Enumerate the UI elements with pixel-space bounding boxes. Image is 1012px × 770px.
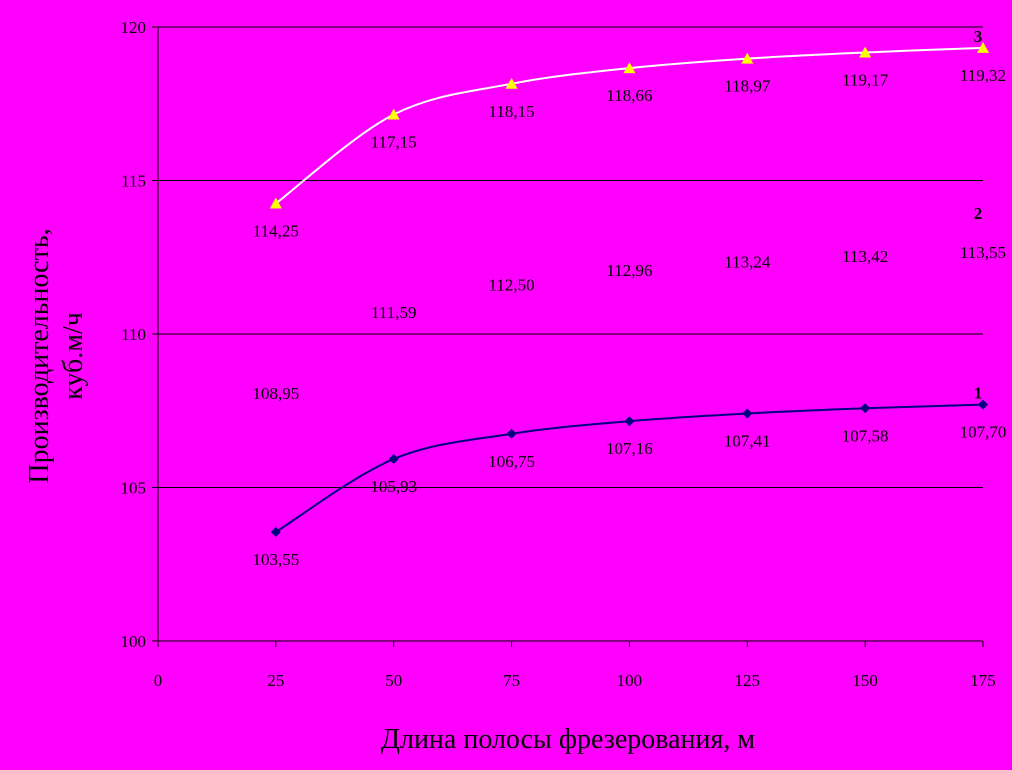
series-1-data-label: 107,16 [606, 439, 653, 458]
x-tick-label: 125 [735, 671, 761, 690]
series-1-point [860, 403, 871, 414]
series-2-data-label: 113,55 [960, 243, 1006, 262]
series-2-data-label: 111,59 [371, 303, 417, 322]
grid-lines [158, 26, 983, 488]
series-1-data-label: 107,58 [842, 426, 889, 445]
series-1-point [506, 428, 517, 439]
series-3-point [859, 46, 872, 58]
y-tick-labels: 100 105 110 115 120 [121, 18, 147, 651]
series-3-name-label: 3 [974, 27, 983, 46]
series-3-data-label: 117,15 [371, 132, 417, 151]
y-tick-label: 100 [121, 632, 147, 651]
series-3-point [977, 41, 989, 53]
series-2-data-label: 108,95 [252, 384, 299, 403]
x-tick-label: 175 [970, 671, 996, 690]
series-3-point [623, 62, 636, 74]
series-3-data-label: 119,17 [842, 70, 889, 89]
series-layer [269, 41, 989, 538]
y-tick-label: 115 [121, 172, 146, 191]
series-1-data-label: 105,93 [370, 477, 417, 496]
series-1-point [978, 399, 988, 410]
series-2-data-label: 113,42 [842, 247, 888, 266]
series-3-data-label: 118,97 [724, 77, 771, 96]
y-tick-label: 105 [121, 479, 147, 498]
series-2-data-label: 112,50 [489, 275, 535, 294]
series-1-data-label: 106,75 [488, 452, 535, 471]
series-3-point [387, 108, 400, 120]
series-1-point [742, 408, 753, 419]
series-3-point [505, 77, 518, 89]
series-3-data-label: 118,66 [606, 86, 652, 105]
series-3-point [741, 52, 754, 64]
series-1-point [270, 527, 281, 538]
series-1-data-label: 107,41 [724, 432, 771, 451]
axes [152, 26, 984, 647]
series-3-point [269, 197, 282, 209]
series-2-name-label: 2 [974, 204, 983, 223]
series-3-data-label: 114,25 [253, 222, 299, 241]
data-labels: 103,55 105,93 106,75 107,16 107,41 107,58 107,… [252, 27, 1006, 569]
series-3-data-label: 118,15 [489, 102, 535, 121]
y-tick-label: 110 [121, 325, 146, 344]
series-2-data-label: 113,24 [724, 253, 771, 272]
x-tick-label: 0 [154, 671, 163, 690]
series-3-data-label: 119,32 [960, 66, 1006, 85]
x-tick-label: 75 [503, 671, 520, 690]
series-1-data-label: 107,70 [960, 423, 1007, 442]
series-1-name-label: 1 [974, 384, 983, 403]
x-tick-label: 25 [267, 671, 284, 690]
x-tick-label: 100 [617, 671, 643, 690]
x-tick-labels: 0 25 50 75 100 125 150 175 [154, 671, 996, 690]
series-2-data-label: 112,96 [606, 261, 652, 280]
x-tick-label: 150 [852, 671, 878, 690]
y-axis-title-line2: куб.м/ч [58, 312, 89, 400]
y-axis-title-line1: Производительность, [24, 228, 55, 483]
y-tick-label: 120 [121, 18, 147, 37]
series-1-point [388, 453, 399, 464]
x-tick-label: 50 [385, 671, 402, 690]
series-1-point [624, 416, 635, 427]
x-axis-title: Длина полосы фрезерования, м [381, 724, 756, 755]
series-1-data-label: 103,55 [252, 550, 299, 569]
